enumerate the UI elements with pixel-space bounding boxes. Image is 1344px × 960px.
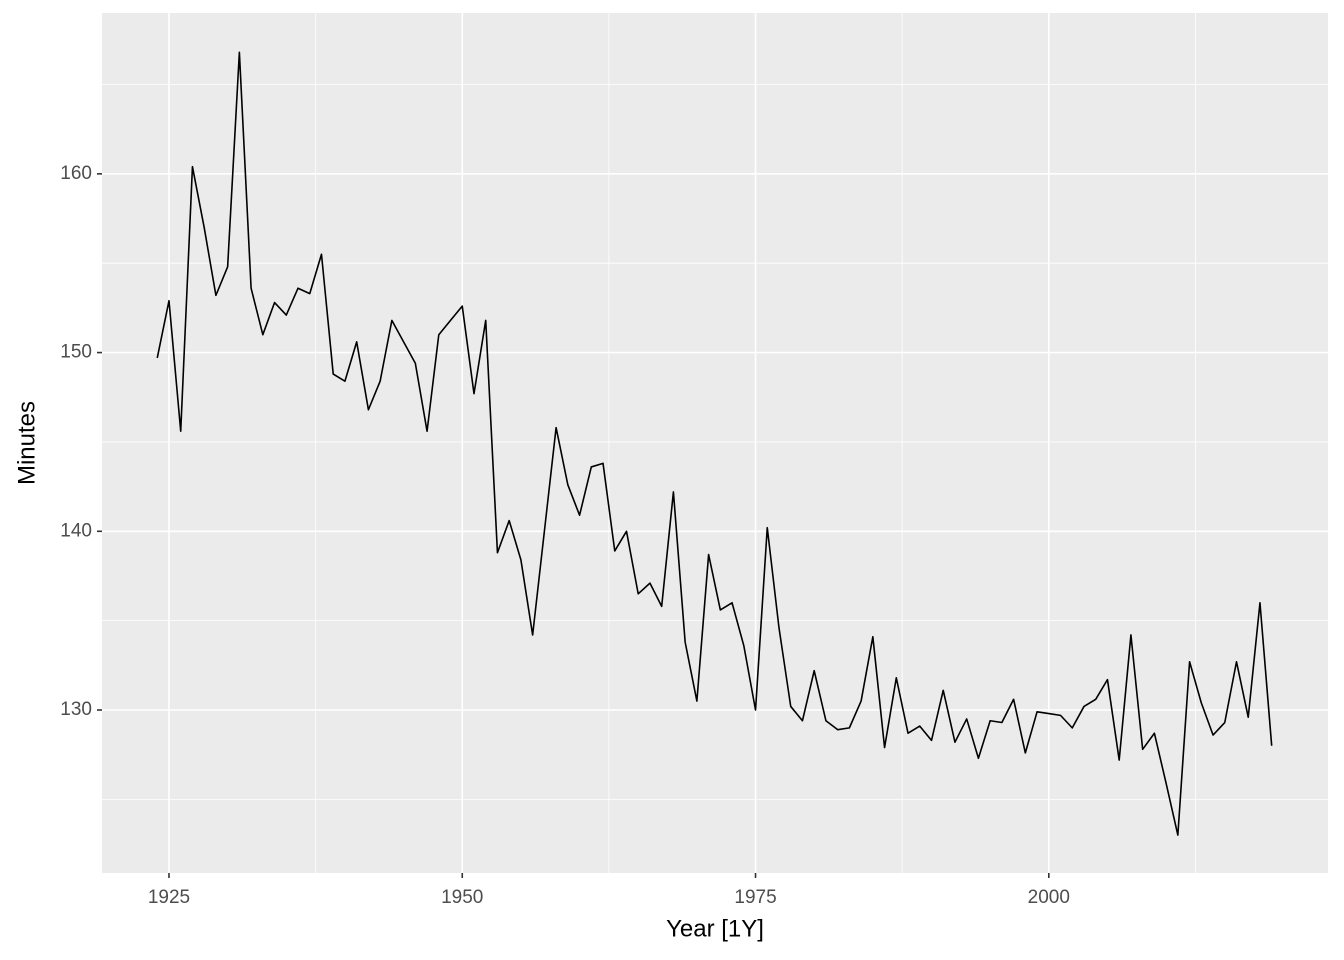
x-tick-label: 1950 (441, 887, 483, 908)
y-axis-title: Minutes (13, 401, 40, 485)
data-line (156, 51, 1273, 836)
x-axis-title: Year [1Y] (666, 915, 764, 942)
x-tick-label: 2000 (1028, 887, 1070, 908)
x-tick-label: 1975 (734, 887, 776, 908)
y-tick-label: 140 (60, 520, 92, 541)
y-tick-label: 150 (60, 342, 92, 363)
x-tick-label: 1925 (148, 887, 190, 908)
y-tick-label: 130 (60, 699, 92, 720)
y-tick-label: 160 (60, 163, 92, 184)
panel-background (102, 13, 1328, 873)
